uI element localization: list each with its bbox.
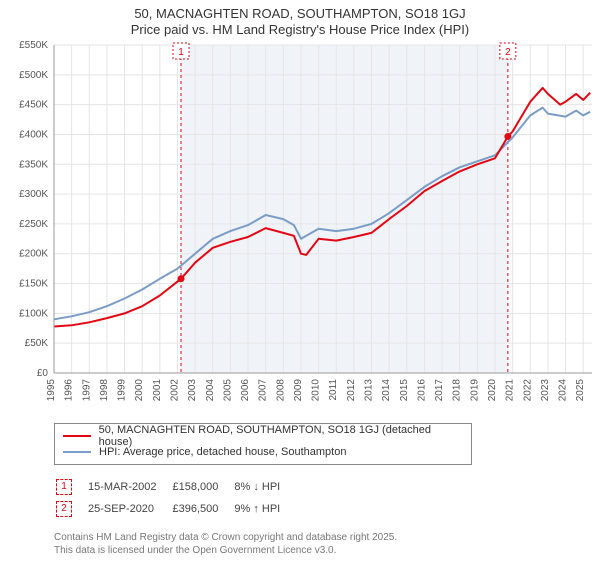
svg-text:£250K: £250K: [19, 219, 48, 230]
svg-text:2012: 2012: [346, 379, 357, 402]
svg-text:1998: 1998: [99, 379, 110, 402]
svg-text:£550K: £550K: [19, 40, 48, 51]
svg-text:1999: 1999: [117, 379, 128, 402]
marker-delta-0: 8% ↓ HPI: [234, 477, 294, 497]
svg-text:1: 1: [178, 47, 184, 58]
chart-svg: £0 £50K £100K £150K £200K £250K £300K £350K £400…: [0, 37, 600, 417]
legend-row-0: 50, MACNAGHTEN ROAD, SOUTHAMPTON, SO18 1…: [63, 428, 463, 444]
svg-text:£200K: £200K: [19, 249, 48, 260]
svg-text:£50K: £50K: [25, 338, 49, 349]
svg-text:£400K: £400K: [19, 129, 48, 140]
svg-text:2007: 2007: [258, 379, 269, 402]
svg-text:£350K: £350K: [19, 159, 48, 170]
chart: £0 £50K £100K £150K £200K £250K £300K £350K £400…: [0, 37, 600, 417]
title-block: 50, MACNAGHTEN ROAD, SOUTHAMPTON, SO18 1…: [0, 6, 600, 37]
svg-text:2013: 2013: [364, 379, 375, 402]
title-line1: 50, MACNAGHTEN ROAD, SOUTHAMPTON, SO18 1…: [0, 6, 600, 21]
marker-row-0: 1 15-MAR-2002 £158,000 8% ↓ HPI: [56, 477, 294, 497]
marker-date-0: 15-MAR-2002: [88, 477, 170, 497]
svg-text:2020: 2020: [487, 379, 498, 402]
marker-row-1: 2 25-SEP-2020 £396,500 9% ↑ HPI: [56, 499, 294, 519]
marker-badge-1: 2: [56, 501, 72, 517]
marker-price-1: £396,500: [172, 499, 232, 519]
svg-text:2004: 2004: [205, 379, 216, 402]
svg-text:£300K: £300K: [19, 189, 48, 200]
svg-text:2017: 2017: [434, 379, 445, 402]
legend-label-1: HPI: Average price, detached house, Sout…: [99, 446, 346, 458]
marker-price-0: £158,000: [172, 477, 232, 497]
svg-text:2006: 2006: [240, 379, 251, 402]
svg-text:2018: 2018: [452, 379, 463, 402]
svg-text:£100K: £100K: [19, 308, 48, 319]
svg-text:2001: 2001: [152, 379, 163, 402]
svg-text:2016: 2016: [416, 379, 427, 402]
marker-delta-1: 9% ↑ HPI: [234, 499, 294, 519]
svg-text:2021: 2021: [505, 379, 516, 402]
svg-text:2024: 2024: [558, 379, 569, 402]
title-line2: Price paid vs. HM Land Registry's House …: [0, 22, 600, 37]
svg-text:2005: 2005: [222, 379, 233, 402]
svg-text:2019: 2019: [469, 379, 480, 402]
marker-date-1: 25-SEP-2020: [88, 499, 170, 519]
marker-badge-0: 1: [56, 479, 72, 495]
svg-text:2015: 2015: [399, 379, 410, 402]
chart-container: 50, MACNAGHTEN ROAD, SOUTHAMPTON, SO18 1…: [0, 6, 600, 557]
svg-text:1996: 1996: [64, 379, 75, 402]
svg-text:2025: 2025: [575, 379, 586, 402]
markers-table: 1 15-MAR-2002 £158,000 8% ↓ HPI 2 25-SEP…: [54, 475, 296, 521]
svg-text:2014: 2014: [381, 379, 392, 402]
svg-text:£150K: £150K: [19, 279, 48, 290]
footer-line2: This data is licensed under the Open Gov…: [54, 544, 600, 557]
legend-swatch-1: [63, 451, 91, 453]
svg-text:2009: 2009: [293, 379, 304, 402]
svg-text:2003: 2003: [187, 379, 198, 402]
footer: Contains HM Land Registry data © Crown c…: [54, 531, 600, 557]
legend-swatch-0: [63, 435, 91, 437]
svg-text:£500K: £500K: [19, 70, 48, 81]
svg-text:1995: 1995: [46, 379, 57, 402]
legend-label-0: 50, MACNAGHTEN ROAD, SOUTHAMPTON, SO18 1…: [99, 424, 463, 448]
svg-text:1997: 1997: [81, 379, 92, 402]
svg-text:2008: 2008: [275, 379, 286, 402]
svg-text:2: 2: [505, 47, 511, 58]
footer-line1: Contains HM Land Registry data © Crown c…: [54, 531, 600, 544]
svg-text:2002: 2002: [169, 379, 180, 402]
svg-text:£450K: £450K: [19, 100, 48, 111]
legend: 50, MACNAGHTEN ROAD, SOUTHAMPTON, SO18 1…: [54, 423, 472, 465]
svg-text:2010: 2010: [311, 379, 322, 402]
svg-text:2022: 2022: [522, 379, 533, 402]
svg-text:2000: 2000: [134, 379, 145, 402]
svg-text:2011: 2011: [328, 379, 339, 401]
svg-text:2023: 2023: [540, 379, 551, 402]
svg-text:£0: £0: [37, 368, 49, 379]
